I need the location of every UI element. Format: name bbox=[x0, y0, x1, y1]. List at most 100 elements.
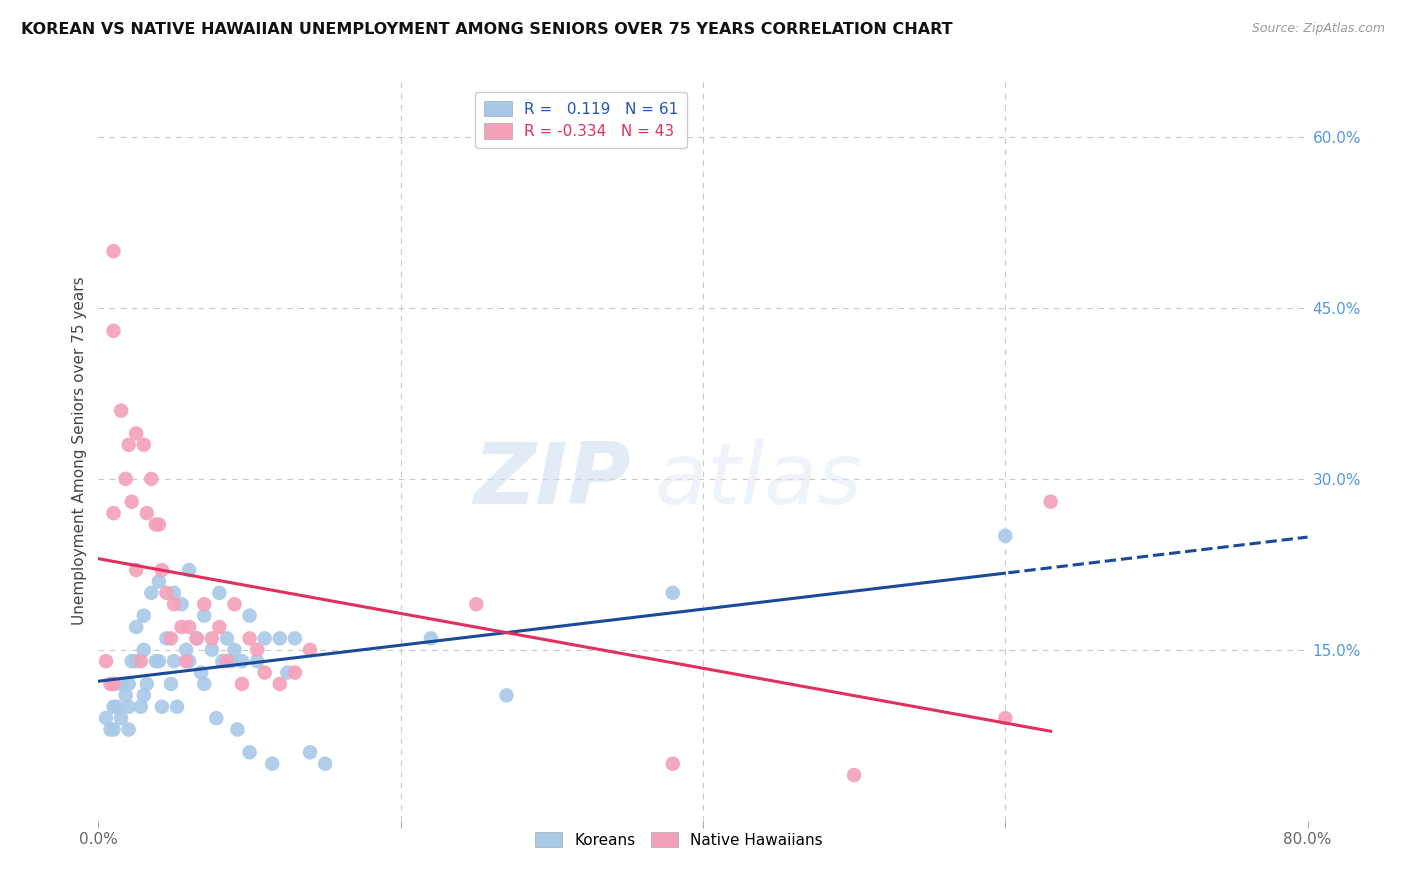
Point bbox=[145, 517, 167, 532]
Point bbox=[166, 699, 188, 714]
Text: KOREAN VS NATIVE HAWAIIAN UNEMPLOYMENT AMONG SENIORS OVER 75 YEARS CORRELATION C: KOREAN VS NATIVE HAWAIIAN UNEMPLOYMENT A… bbox=[21, 22, 953, 37]
Point bbox=[125, 563, 148, 577]
Point bbox=[299, 745, 322, 759]
Point bbox=[465, 597, 488, 611]
Point bbox=[125, 426, 148, 441]
Point bbox=[208, 586, 231, 600]
Point bbox=[94, 654, 117, 668]
Point bbox=[253, 665, 276, 680]
Point bbox=[170, 597, 193, 611]
Point bbox=[224, 642, 246, 657]
Point bbox=[103, 699, 125, 714]
Point bbox=[132, 642, 155, 657]
Point bbox=[148, 517, 170, 532]
Point bbox=[420, 632, 443, 646]
Point bbox=[118, 677, 141, 691]
Point bbox=[215, 632, 238, 646]
Point bbox=[208, 620, 231, 634]
Point bbox=[145, 654, 167, 668]
Point bbox=[141, 472, 163, 486]
Point bbox=[121, 494, 143, 508]
Point bbox=[661, 756, 683, 771]
Point bbox=[94, 711, 117, 725]
Point bbox=[269, 677, 291, 691]
Legend: Koreans, Native Hawaiians: Koreans, Native Hawaiians bbox=[529, 825, 830, 854]
Point bbox=[205, 711, 228, 725]
Point bbox=[174, 654, 197, 668]
Point bbox=[155, 632, 177, 646]
Point bbox=[103, 677, 125, 691]
Point bbox=[150, 563, 173, 577]
Point bbox=[129, 699, 152, 714]
Point bbox=[125, 654, 148, 668]
Point bbox=[495, 689, 517, 703]
Point bbox=[141, 586, 163, 600]
Point bbox=[103, 244, 125, 259]
Point bbox=[246, 642, 269, 657]
Point bbox=[844, 768, 866, 782]
Point bbox=[118, 438, 141, 452]
Point bbox=[129, 654, 152, 668]
Point bbox=[221, 654, 243, 668]
Point bbox=[201, 632, 224, 646]
Point bbox=[148, 574, 170, 589]
Point bbox=[253, 632, 276, 646]
Point bbox=[284, 632, 307, 646]
Point bbox=[163, 654, 186, 668]
Point bbox=[118, 699, 141, 714]
Point bbox=[284, 665, 307, 680]
Point bbox=[110, 711, 132, 725]
Point bbox=[186, 632, 208, 646]
Point bbox=[103, 677, 125, 691]
Point bbox=[262, 756, 284, 771]
Point bbox=[150, 699, 173, 714]
Point bbox=[226, 723, 249, 737]
Point bbox=[155, 586, 177, 600]
Point bbox=[1039, 494, 1062, 508]
Point bbox=[179, 654, 201, 668]
Point bbox=[239, 608, 262, 623]
Point bbox=[179, 563, 201, 577]
Point bbox=[170, 620, 193, 634]
Point bbox=[299, 642, 322, 657]
Point bbox=[103, 723, 125, 737]
Y-axis label: Unemployment Among Seniors over 75 years: Unemployment Among Seniors over 75 years bbox=[72, 277, 87, 624]
Point bbox=[231, 654, 253, 668]
Point bbox=[231, 677, 253, 691]
Point bbox=[132, 689, 155, 703]
Point bbox=[193, 677, 215, 691]
Point bbox=[103, 324, 125, 338]
Point bbox=[135, 677, 157, 691]
Point bbox=[160, 632, 183, 646]
Point bbox=[211, 654, 233, 668]
Point bbox=[100, 723, 122, 737]
Text: Source: ZipAtlas.com: Source: ZipAtlas.com bbox=[1251, 22, 1385, 36]
Point bbox=[276, 665, 298, 680]
Point bbox=[994, 711, 1017, 725]
Point bbox=[201, 642, 224, 657]
Point bbox=[135, 506, 157, 520]
Text: ZIP: ZIP bbox=[472, 439, 630, 522]
Text: atlas: atlas bbox=[655, 439, 863, 522]
Point bbox=[179, 620, 201, 634]
Point bbox=[246, 654, 269, 668]
Point bbox=[105, 699, 128, 714]
Point bbox=[110, 677, 132, 691]
Point bbox=[239, 632, 262, 646]
Point bbox=[190, 665, 212, 680]
Point bbox=[174, 642, 197, 657]
Point bbox=[114, 472, 136, 486]
Point bbox=[193, 597, 215, 611]
Point bbox=[269, 632, 291, 646]
Point bbox=[148, 654, 170, 668]
Point bbox=[163, 597, 186, 611]
Point bbox=[121, 654, 143, 668]
Point bbox=[132, 608, 155, 623]
Point bbox=[314, 756, 336, 771]
Point bbox=[186, 632, 208, 646]
Point bbox=[114, 689, 136, 703]
Point bbox=[103, 506, 125, 520]
Point bbox=[224, 597, 246, 611]
Point bbox=[193, 608, 215, 623]
Point bbox=[160, 677, 183, 691]
